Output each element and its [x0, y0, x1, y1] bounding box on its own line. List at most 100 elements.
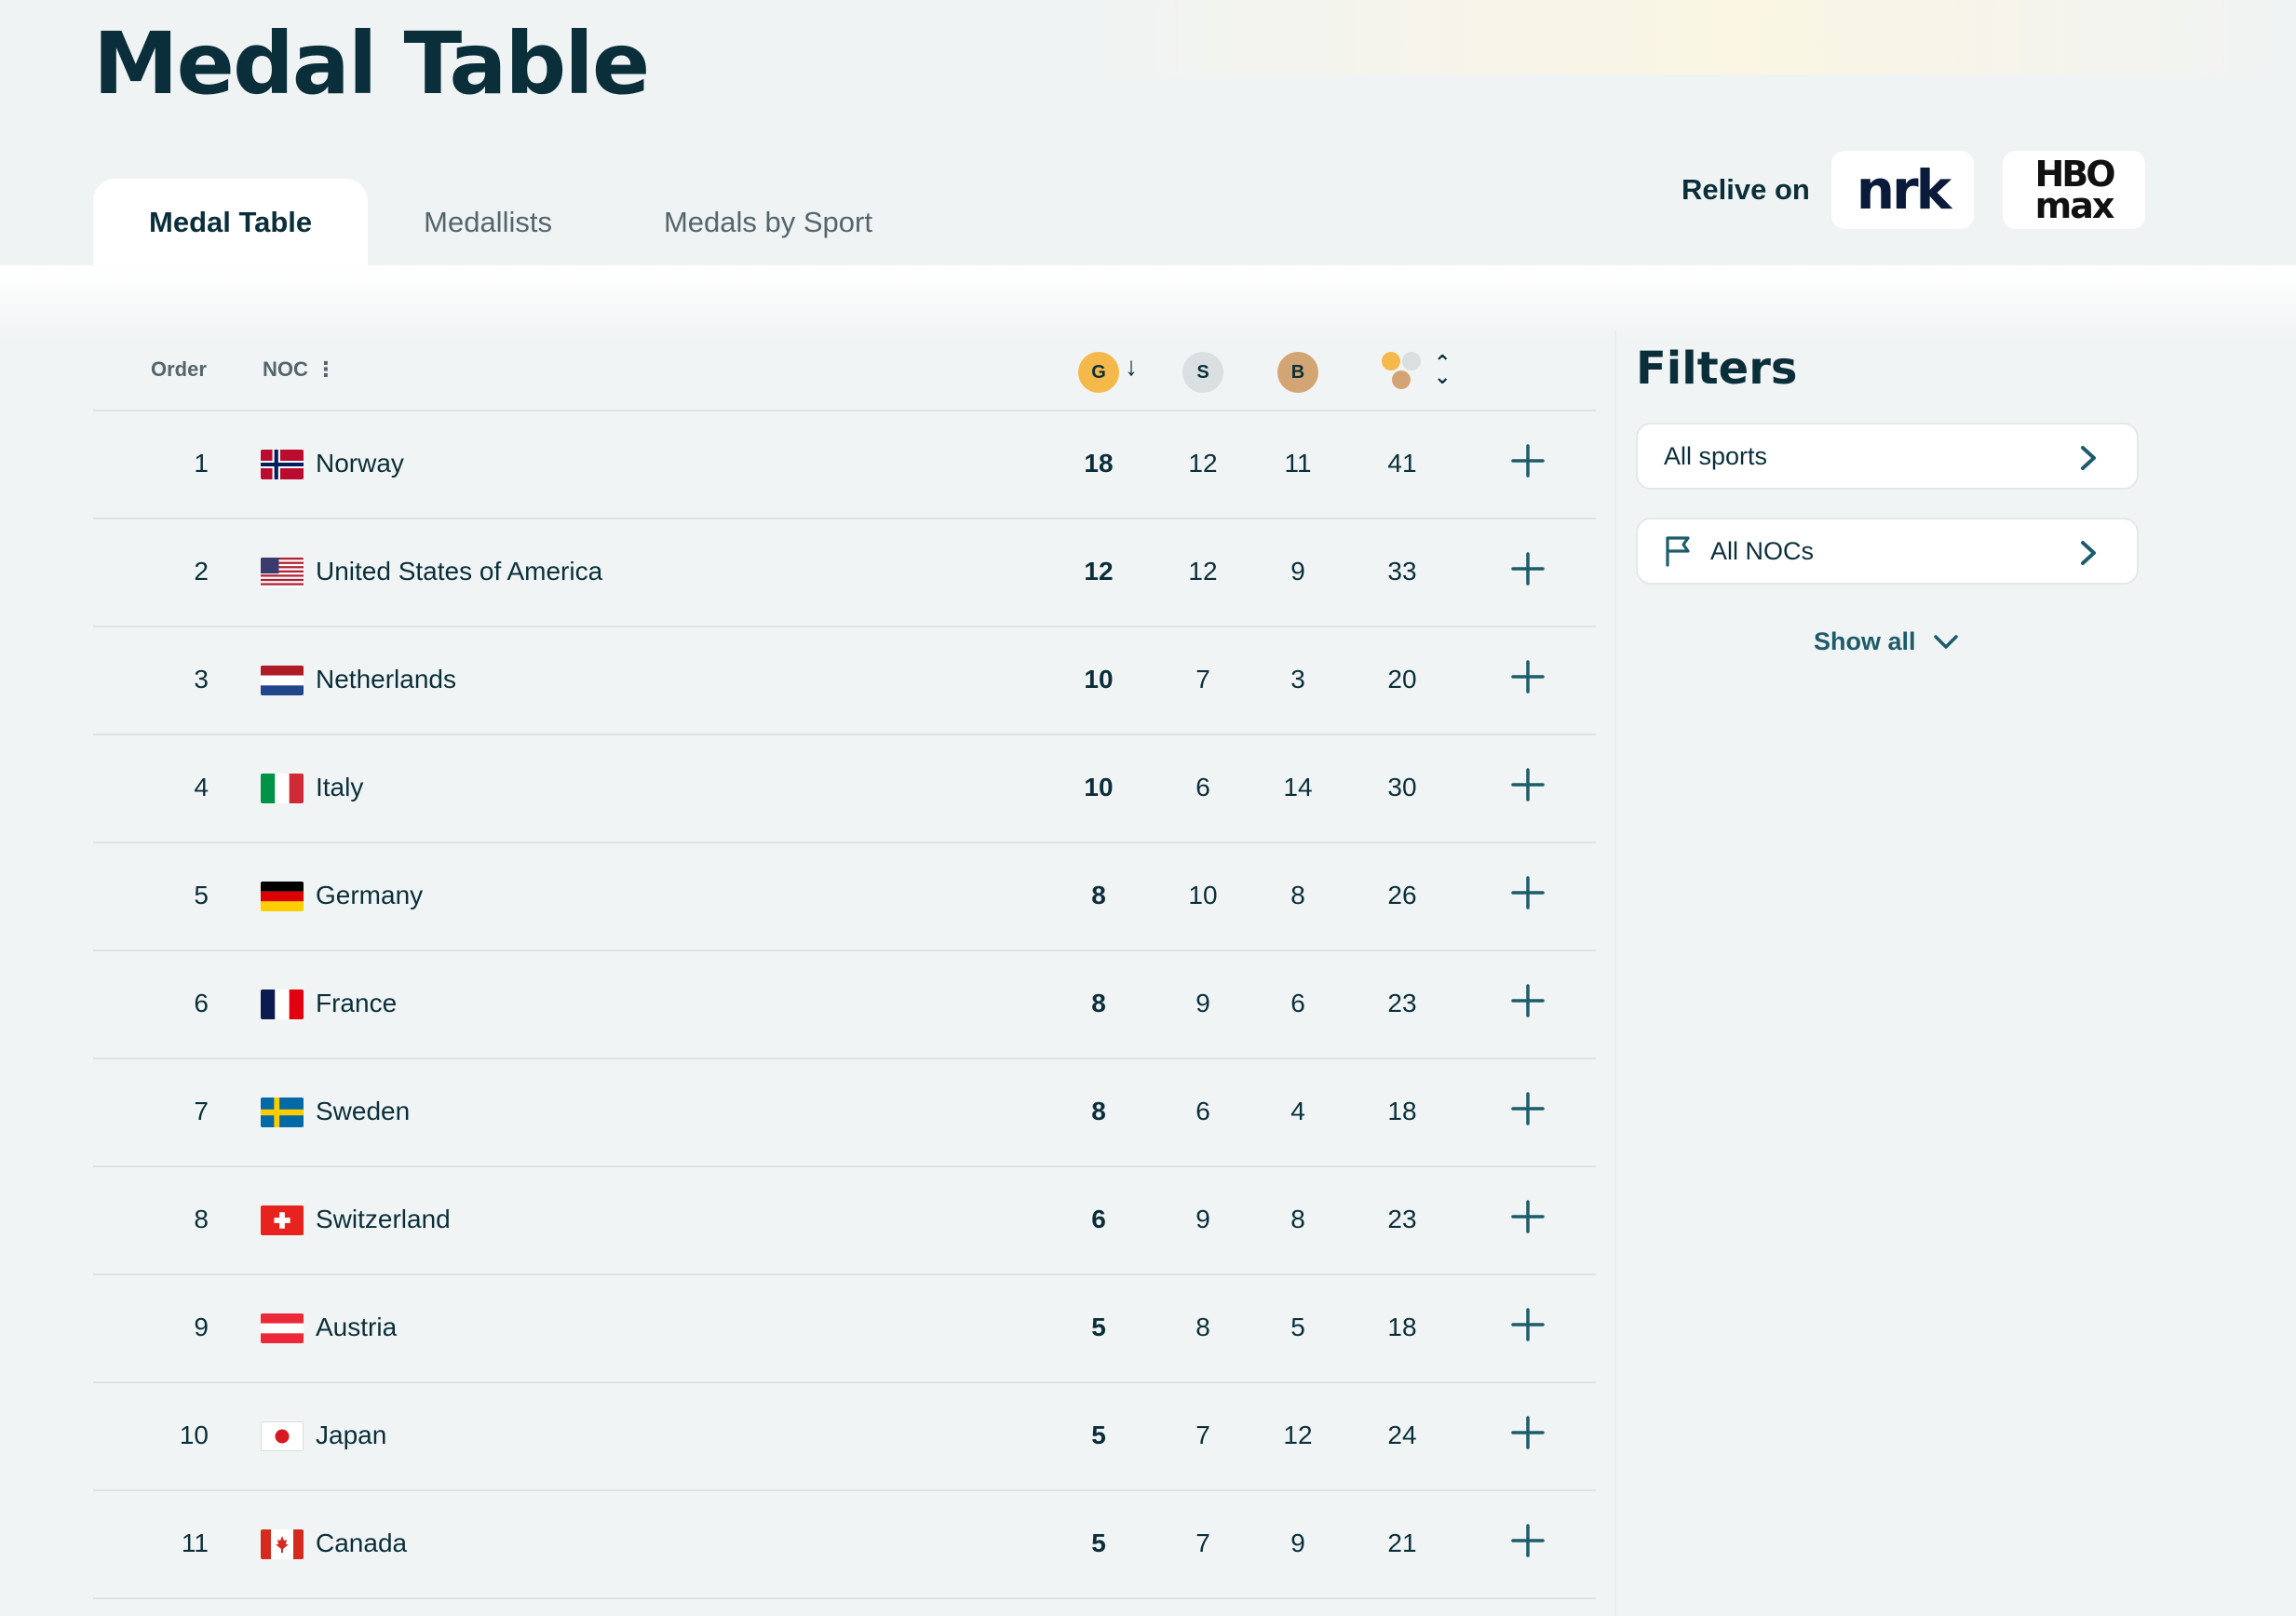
expand-plus-icon[interactable]: [1508, 657, 1547, 696]
rank-cell: 6: [194, 989, 209, 1017]
silver-count: 7: [1195, 1421, 1210, 1449]
rank-cell: 10: [179, 1421, 209, 1449]
table-row[interactable]: 5 Germany 8 10 8 26: [93, 843, 1596, 951]
bronze-count: 6: [1290, 989, 1305, 1017]
country-name[interactable]: Netherlands: [316, 665, 456, 694]
gold-column-header[interactable]: G: [1078, 352, 1119, 393]
gold-count: 8: [1091, 989, 1106, 1017]
rank-cell: 4: [194, 773, 209, 801]
silver-count: 8: [1195, 1313, 1210, 1341]
tab-medals-by-sport[interactable]: Medals by Sport: [663, 205, 872, 238]
table-row[interactable]: 7 Sweden 8 6 4 18: [93, 1059, 1596, 1167]
chevron-right-icon: [2081, 541, 2096, 565]
expand-plus-icon[interactable]: [1508, 1413, 1547, 1452]
table-row[interactable]: 10 Japan 5 7 12 24: [93, 1383, 1596, 1491]
country-name[interactable]: Norway: [316, 449, 404, 478]
rank-cell: 3: [194, 665, 209, 694]
tab-medallists[interactable]: Medallists: [424, 205, 552, 238]
bronze-count: 9: [1290, 1528, 1305, 1557]
all-nocs-filter[interactable]: All NOCs: [1636, 518, 2139, 585]
expand-plus-icon[interactable]: [1508, 981, 1547, 1020]
country-name[interactable]: Canada: [316, 1528, 408, 1557]
italy-flag-icon: [261, 774, 304, 803]
country-name[interactable]: Italy: [316, 773, 364, 801]
country-name[interactable]: United States of America: [316, 557, 603, 586]
silver-count: 10: [1188, 881, 1218, 909]
table-row[interactable]: 1 Norway 18 12 11 41: [93, 411, 1596, 519]
silver-column-header[interactable]: S: [1182, 352, 1223, 393]
bronze-count: 11: [1284, 449, 1312, 478]
total-count: 18: [1387, 1313, 1417, 1341]
total-count: 26: [1387, 881, 1417, 909]
country-name[interactable]: Japan: [316, 1421, 387, 1449]
silver-count: 7: [1195, 1528, 1210, 1557]
table-row[interactable]: 6 France 8 9 6 23: [93, 951, 1596, 1059]
country-name[interactable]: France: [316, 989, 398, 1017]
bronze-count: 9: [1290, 557, 1305, 586]
sort-toggle-icon: ⌃ ⌄: [1434, 351, 1452, 389]
expand-plus-icon[interactable]: [1508, 1305, 1547, 1344]
chevron-down-icon: [1933, 634, 1958, 649]
gold-count: 12: [1084, 557, 1114, 586]
sort-descending-icon: ↓: [1125, 352, 1138, 381]
total-medals-icon[interactable]: [1382, 352, 1426, 393]
table-row[interactable]: 2 United States of America 12 12 9 33: [93, 519, 1596, 627]
bronze-count: 8: [1290, 881, 1305, 909]
table-row[interactable]: 11 Canada 5 7 9 21: [93, 1491, 1596, 1599]
nrk-logo-icon: nrk: [1856, 158, 1952, 222]
header-banner-image: [1071, 0, 2296, 74]
expand-plus-icon[interactable]: [1508, 441, 1547, 480]
total-count: 24: [1387, 1421, 1417, 1449]
flag-icon: [1666, 536, 1690, 567]
bronze-column-header[interactable]: B: [1277, 352, 1318, 393]
noc-column-header[interactable]: NOC ⋮: [263, 357, 336, 381]
sweden-flag-icon: [261, 1098, 304, 1127]
table-row[interactable]: 3 Netherlands 10 7 3 20: [93, 627, 1596, 735]
rank-cell: 2: [194, 557, 209, 586]
all-sports-filter[interactable]: All sports: [1636, 423, 2139, 490]
page-title: Medal Table: [93, 14, 650, 114]
total-count: 23: [1387, 989, 1417, 1017]
chevron-right-icon: [2081, 446, 2096, 470]
total-count: 21: [1387, 1528, 1417, 1557]
order-column-header[interactable]: Order: [151, 357, 207, 381]
gold-count: 5: [1091, 1421, 1106, 1449]
tab-medal-table[interactable]: Medal Table: [93, 179, 369, 265]
rank-cell: 8: [194, 1205, 209, 1233]
germany-flag-icon: [261, 882, 304, 911]
table-row[interactable]: 8 Switzerland 6 9 8 23: [93, 1167, 1596, 1275]
nrk-logo-link[interactable]: nrk: [1831, 151, 1974, 229]
rank-cell: 5: [194, 881, 209, 909]
medal-table: Order NOC ⋮ G ↓ S B ⌃ ⌄ 1 Norway 18 12 11 41 2 Un…: [93, 335, 1596, 1599]
hbo-max-logo-icon: HBO: [2034, 153, 2115, 195]
gold-count: 5: [1091, 1528, 1106, 1557]
hbo-max-logo-link[interactable]: HBO max: [2003, 151, 2145, 229]
bronze-count: 8: [1290, 1205, 1305, 1233]
switzerland-flag-icon: [261, 1205, 304, 1235]
expand-plus-icon[interactable]: [1508, 549, 1547, 588]
total-count: 23: [1387, 1205, 1417, 1233]
expand-plus-icon[interactable]: [1508, 1197, 1547, 1236]
sidebar-divider: [1614, 330, 1616, 1616]
country-name[interactable]: Austria: [316, 1313, 398, 1341]
table-row[interactable]: 9 Austria 5 8 5 18: [93, 1275, 1596, 1383]
rank-cell: 7: [194, 1097, 209, 1125]
expand-plus-icon[interactable]: [1508, 765, 1547, 804]
more-options-icon: ⋮: [315, 357, 336, 381]
rank-cell: 11: [181, 1528, 209, 1557]
total-count: 33: [1387, 557, 1417, 586]
gold-count: 6: [1091, 1205, 1106, 1233]
usa-flag-icon: [261, 558, 304, 587]
austria-flag-icon: [261, 1313, 304, 1343]
country-name[interactable]: Germany: [316, 881, 424, 909]
expand-plus-icon[interactable]: [1508, 873, 1547, 912]
gold-count: 18: [1084, 449, 1114, 478]
expand-plus-icon[interactable]: [1508, 1089, 1547, 1128]
table-row[interactable]: 4 Italy 10 6 14 30: [93, 735, 1596, 843]
expand-plus-icon[interactable]: [1508, 1521, 1547, 1560]
japan-flag-icon: [261, 1421, 304, 1451]
silver-count: 7: [1195, 665, 1210, 694]
show-all-button[interactable]: Show all: [1814, 627, 1959, 656]
country-name[interactable]: Switzerland: [316, 1205, 451, 1233]
country-name[interactable]: Sweden: [316, 1097, 411, 1125]
